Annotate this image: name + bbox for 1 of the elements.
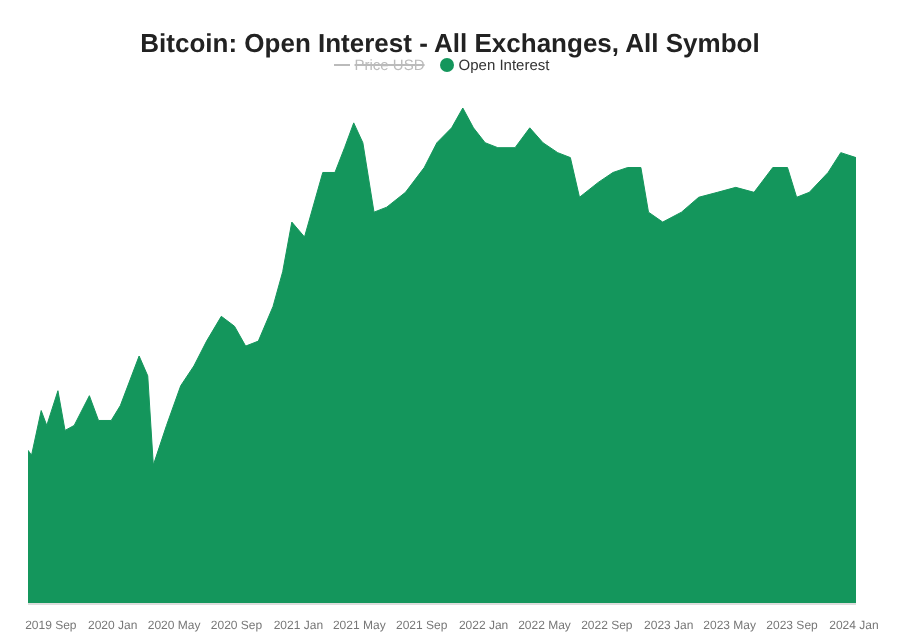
- chart-title: Bitcoin: Open Interest - All Exchanges, All Symbol: [138, 28, 762, 58]
